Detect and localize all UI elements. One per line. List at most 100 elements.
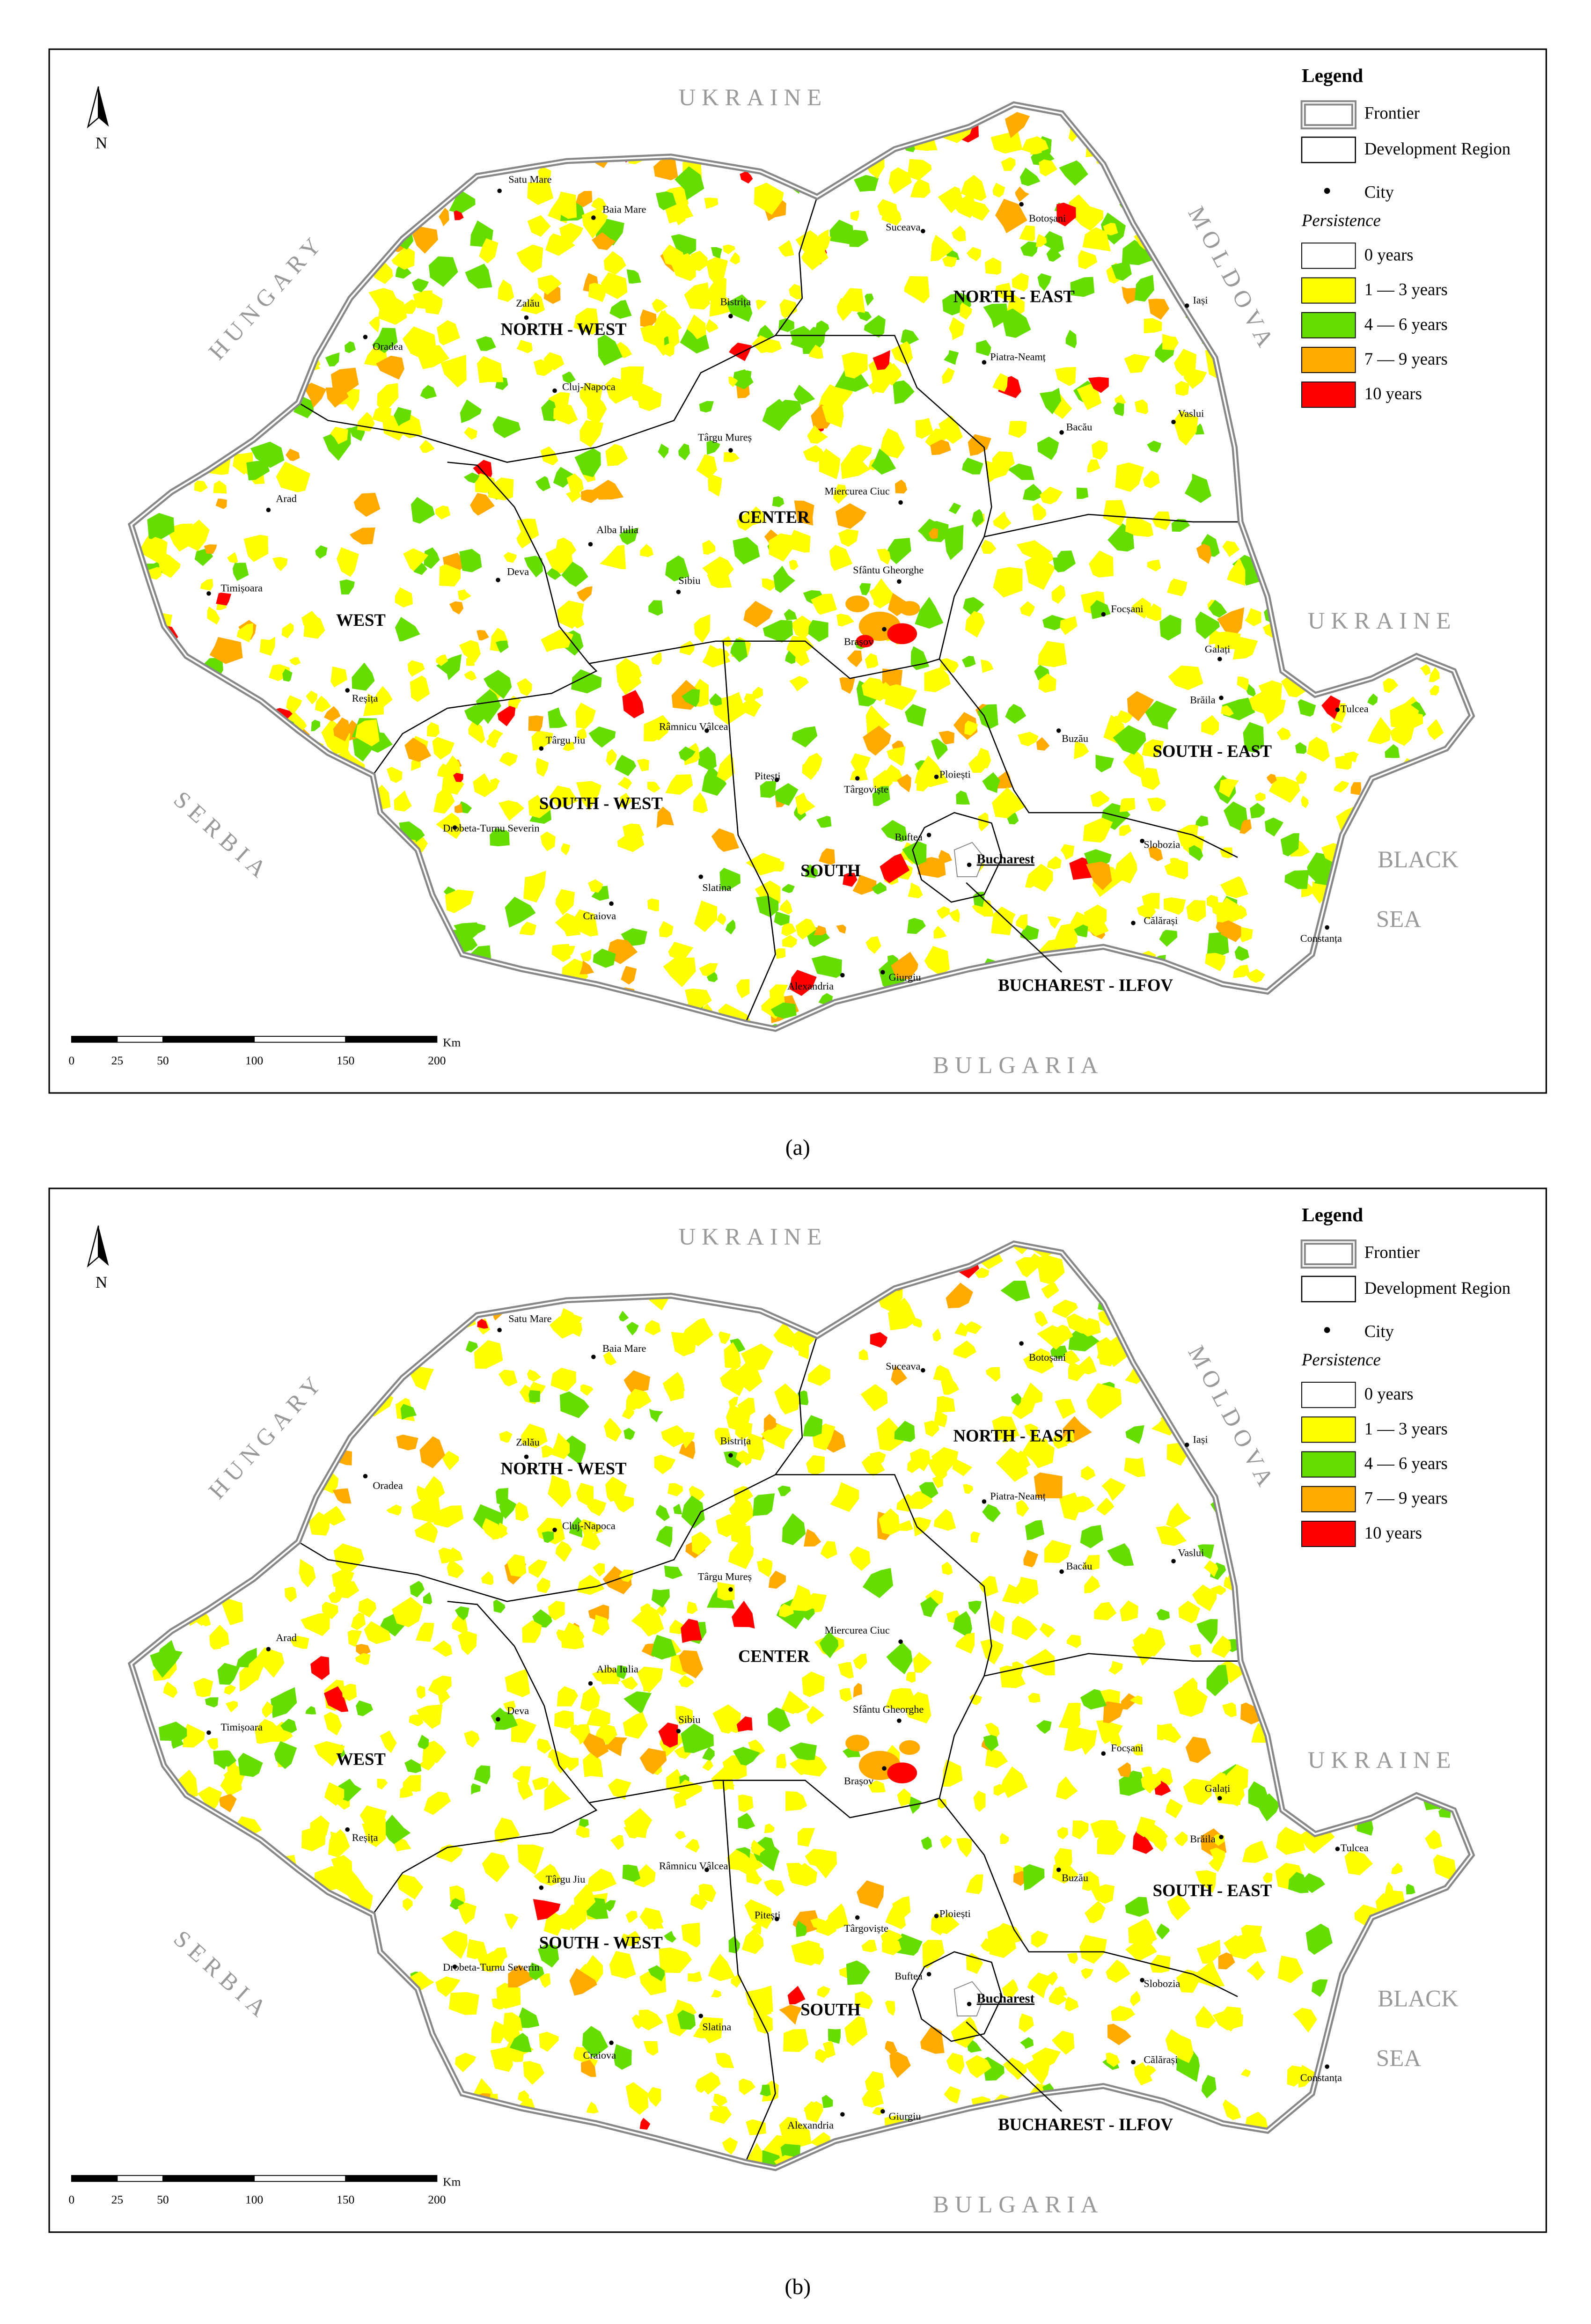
municipality-patch	[678, 1675, 695, 1688]
municipality-patch	[1081, 1968, 1093, 1979]
municipality-patch	[1175, 2035, 1194, 2063]
municipality-patch	[310, 1656, 330, 1680]
region-label: CENTER	[738, 507, 810, 527]
municipality-patch	[1054, 1848, 1072, 1869]
municipality-patch	[946, 2053, 965, 2075]
city-label: Slatina	[702, 882, 731, 894]
municipality-patch	[924, 1420, 939, 1437]
legend-swatch	[1301, 1486, 1356, 1512]
municipality-patch	[1164, 859, 1188, 880]
municipality-patch	[921, 1836, 932, 1850]
municipality-patch	[1234, 946, 1249, 961]
municipality-patch	[1056, 1776, 1078, 1800]
municipality-patch	[1140, 767, 1160, 791]
municipality-patch	[1267, 774, 1277, 784]
municipality-patch	[706, 257, 728, 284]
municipality-patch	[990, 130, 1023, 154]
municipality-patch	[899, 1740, 920, 1755]
city-dot	[1131, 921, 1136, 925]
municipality-patch	[437, 320, 461, 345]
municipality-patch	[285, 1586, 297, 1603]
municipality-patch	[1205, 1943, 1217, 1959]
municipality-patch	[714, 1428, 732, 1446]
municipality-patch	[1103, 222, 1118, 235]
municipality-patch	[410, 1366, 434, 1391]
municipality-patch	[1122, 240, 1152, 265]
municipality-patch	[1117, 710, 1134, 724]
country-label: UKRAINE	[1308, 1747, 1457, 1774]
municipality-patch	[484, 669, 512, 699]
city-label: Timișoara	[220, 1721, 263, 1733]
municipality-patch	[1276, 1826, 1305, 1855]
municipality-patch	[541, 1445, 556, 1458]
municipality-patch	[702, 1759, 713, 1771]
municipality-patch	[727, 1849, 752, 1871]
municipality-patch	[1016, 1500, 1029, 1517]
city-label: Slatina	[702, 2021, 731, 2032]
municipality-patch	[330, 666, 347, 688]
municipality-patch	[572, 909, 599, 937]
municipality-patch	[437, 1687, 450, 1705]
municipality-patch	[663, 957, 696, 988]
municipality-patch	[704, 198, 719, 209]
municipality-patch	[350, 528, 375, 545]
municipality-patch	[626, 269, 641, 284]
municipality-patch	[1240, 2068, 1251, 2077]
municipality-patch	[732, 369, 754, 389]
municipality-patch	[925, 428, 949, 450]
municipality-patch	[216, 592, 232, 606]
municipality-patch	[1166, 1503, 1191, 1528]
municipality-patch	[1074, 741, 1089, 760]
municipality-patch	[562, 371, 576, 384]
municipality-patch	[639, 1907, 663, 1930]
north-label: N	[95, 134, 107, 152]
municipality-patch	[855, 1991, 873, 2009]
municipality-patch	[416, 1685, 425, 1699]
municipality-patch	[544, 1781, 571, 1811]
municipality-patch	[571, 669, 602, 694]
municipality-patch	[919, 1482, 938, 1499]
municipality-patch	[407, 660, 425, 677]
region-label: SOUTH	[800, 2000, 860, 2019]
municipality-patch	[1222, 1702, 1237, 1717]
municipality-patch	[577, 727, 587, 740]
city-dot	[704, 1867, 709, 1872]
city-label: Brăila	[1190, 694, 1216, 705]
municipality-patch	[783, 2029, 809, 2052]
legend-subtitle: Persistence	[1301, 1350, 1381, 1369]
municipality-patch	[528, 715, 543, 732]
municipality-patch	[464, 427, 477, 440]
municipality-patch	[876, 1417, 904, 1452]
municipality-patch	[930, 440, 951, 455]
region-label: SOUTH - EAST	[1153, 741, 1272, 761]
municipality-patch	[1035, 234, 1047, 247]
municipality-patch	[803, 445, 826, 463]
municipality-patch	[774, 911, 790, 926]
scale-label: 0	[69, 1054, 75, 1067]
municipality-patch	[213, 1750, 237, 1767]
municipality-patch	[1156, 1526, 1187, 1546]
city-label: Drobeta-Turnu Severin	[443, 1961, 539, 1973]
municipality-patch	[622, 1864, 641, 1882]
city-dot	[1056, 1867, 1061, 1872]
municipality-patch	[1124, 1457, 1146, 1477]
municipality-patch	[698, 747, 717, 771]
municipality-patch	[839, 1688, 852, 1702]
municipality-patch	[949, 317, 965, 340]
municipality-patch	[315, 696, 331, 712]
municipality-patch	[755, 895, 779, 917]
municipality-patch	[259, 637, 276, 656]
municipality-patch	[578, 1519, 595, 1536]
municipality-patch	[386, 1504, 402, 1516]
municipality-patch	[493, 1599, 506, 1613]
city-label: Focșani	[1111, 603, 1143, 615]
municipality-patch	[579, 420, 604, 447]
municipality-patch	[1185, 1737, 1211, 1763]
city-label: Târgu Mureș	[698, 432, 752, 443]
municipality-patch	[754, 183, 784, 215]
municipality-patch	[331, 1570, 354, 1589]
municipality-patch	[1221, 705, 1234, 717]
city-label: Botoșani	[1029, 212, 1066, 224]
municipality-patch	[1144, 318, 1162, 334]
